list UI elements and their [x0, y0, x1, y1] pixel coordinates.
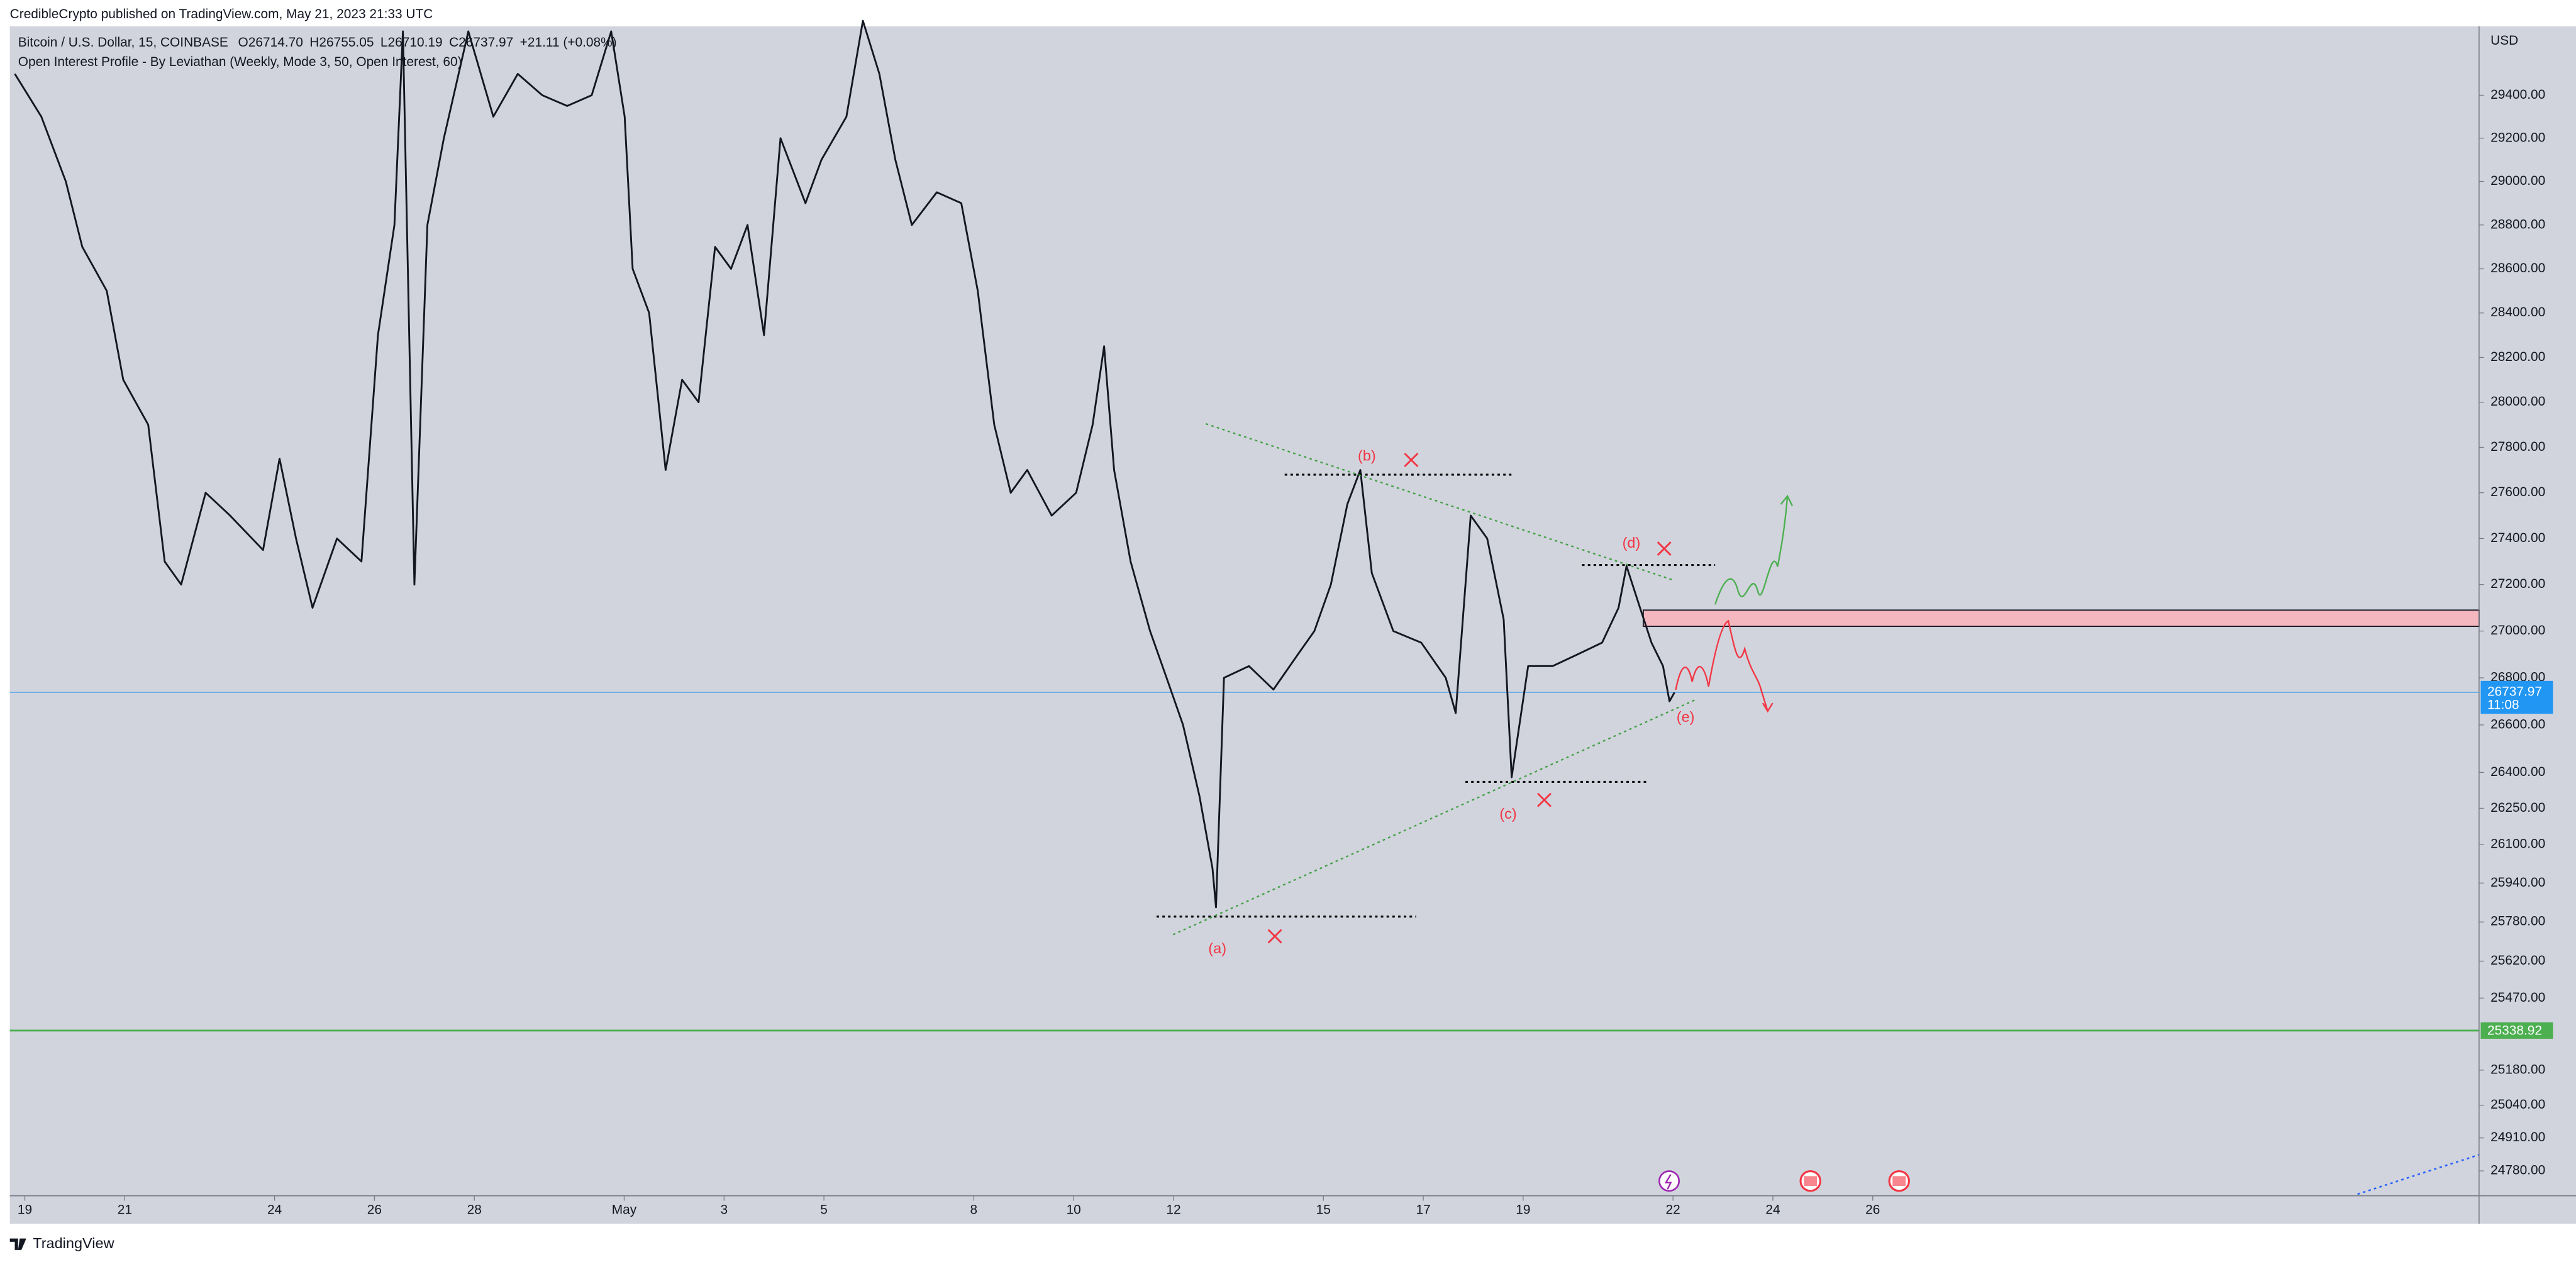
currency: USD	[2490, 33, 2518, 48]
x-tick-label: 17	[1416, 1203, 1430, 1217]
x-tick-label: 8	[970, 1203, 978, 1217]
y-tick-label: 24780.00	[2490, 1163, 2545, 1178]
x-tick-label: May	[612, 1203, 637, 1217]
arrow-head	[1762, 702, 1774, 713]
legend: Bitcoin / U.S. Dollar, 15, COINBASE O2671…	[18, 35, 617, 49]
y-tick-label: 28800.00	[2490, 217, 2545, 231]
x-tick-label: 3	[720, 1203, 728, 1217]
y-tick-label: 28600.00	[2490, 261, 2545, 275]
x-tick-label: 15	[1316, 1203, 1331, 1217]
legend-part: 26737.97	[458, 35, 513, 49]
x-marks	[1267, 452, 1672, 944]
drawings	[1157, 423, 2480, 1195]
y-tick-label: 27000.00	[2490, 623, 2545, 638]
x-tick-label: 26	[367, 1203, 382, 1217]
trendline	[1172, 699, 1696, 936]
y-tick-label: 24910.00	[2490, 1130, 2545, 1144]
y-tick-label: 28400.00	[2490, 305, 2545, 319]
x-mark	[1404, 452, 1419, 467]
legend-part: +21.11 (+0.08%)	[520, 35, 617, 49]
y-tick-label: 27200.00	[2490, 577, 2545, 591]
x-tick-label: 10	[1067, 1203, 1081, 1217]
y-tick-label: 27600.00	[2490, 485, 2545, 499]
y-tick-label: 25180.00	[2490, 1062, 2545, 1077]
wave-label: (d)	[1623, 534, 1641, 551]
wave-label: (a)	[1208, 940, 1226, 956]
supply-zone	[1642, 609, 2480, 628]
arrow-head	[1780, 494, 1794, 507]
y-tick-label: 26400.00	[2490, 765, 2545, 779]
y-tick-label: 26800.00	[2490, 670, 2545, 684]
flag	[1804, 1176, 1818, 1187]
blue-dotted-line	[2357, 1154, 2480, 1195]
legend-part: 26710.19	[388, 35, 443, 49]
level-tag-label: 25338.92	[2487, 1024, 2542, 1038]
legend-part: H	[309, 35, 319, 49]
x-tick-label: 5	[820, 1203, 828, 1217]
projection-down	[1675, 619, 1768, 712]
x-tick-label: 22	[1666, 1203, 1680, 1217]
footer-logo: TradingView	[9, 1235, 115, 1251]
projection-up	[1714, 495, 1789, 605]
price-tag	[2480, 680, 2553, 714]
y-tick-label: 25470.00	[2490, 990, 2545, 1005]
x-mark	[1537, 792, 1552, 807]
y-tick-label: 26600.00	[2490, 717, 2545, 731]
y-tick-label: 27800.00	[2490, 440, 2545, 454]
flag	[1892, 1176, 1906, 1187]
y-tick-label: 26100.00	[2490, 836, 2545, 851]
publisher: CredibleCrypto published on TradingView.…	[10, 7, 433, 21]
x-tick-label: 24	[267, 1203, 282, 1217]
x-tick-label: 24	[1765, 1203, 1780, 1217]
y-tick-label: 29000.00	[2490, 174, 2545, 188]
x-mark	[1267, 929, 1282, 944]
y-tick-label: 28000.00	[2490, 394, 2545, 409]
wave-label: (b)	[1358, 447, 1376, 463]
legend-part: 26714.70	[248, 35, 303, 49]
x-tick-label: 26	[1865, 1203, 1880, 1217]
y-tick-label: 25620.00	[2490, 953, 2545, 968]
y-tick-label: 26250.00	[2490, 800, 2545, 815]
wave-label: (e)	[1677, 709, 1695, 725]
y-tick-label: 25780.00	[2490, 914, 2545, 929]
legend-part: Bitcoin / U.S. Dollar, 15, COINBASE	[18, 35, 228, 49]
x-tick-label: 12	[1166, 1203, 1180, 1217]
trendline	[1206, 423, 1673, 581]
legend-part: O	[238, 35, 248, 49]
legend-part: L	[380, 35, 388, 49]
event-glyph	[1664, 1174, 1672, 1190]
y-tick-label: 29400.00	[2490, 87, 2545, 102]
legend-part: 26755.05	[319, 35, 374, 49]
countdown: 11:08	[2487, 698, 2519, 712]
y-tick-label: 25940.00	[2490, 875, 2545, 890]
y-tick-label: 28200.00	[2490, 350, 2545, 364]
level-tag	[2480, 1022, 2553, 1039]
y-tick-label: 29200.00	[2490, 130, 2545, 145]
price-line	[14, 19, 1675, 909]
indicator-name: Open Interest Profile - By Leviathan (We…	[18, 55, 462, 69]
x-tick-label: 19	[18, 1203, 32, 1217]
event-icons	[1658, 1170, 1910, 1192]
price-tag-label: 26737.97	[2487, 685, 2542, 699]
event-icon	[1658, 1170, 1680, 1192]
x-tick-label: 19	[1516, 1203, 1530, 1217]
y-tick-label: 25040.00	[2490, 1097, 2545, 1112]
y-tick-label: 27400.00	[2490, 531, 2545, 545]
legend-part: C	[449, 35, 458, 49]
logo	[9, 1238, 26, 1250]
wave-label: (c)	[1499, 805, 1516, 822]
brand: TradingView	[33, 1235, 114, 1251]
x-mark	[1657, 541, 1672, 556]
plot-layer	[9, 19, 2484, 1201]
x-tick-label: 21	[118, 1203, 132, 1217]
x-tick-label: 28	[467, 1203, 482, 1217]
